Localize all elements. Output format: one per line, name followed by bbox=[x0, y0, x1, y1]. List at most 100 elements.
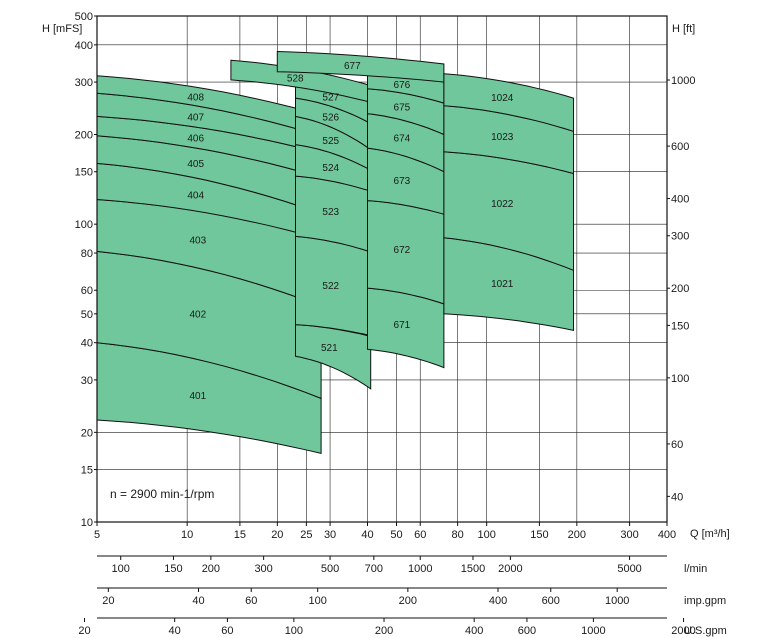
y-right-tick-label: 40 bbox=[671, 491, 683, 503]
secondary-axes: 100 150 200 300 500 700 1000 1500 2000 5000 l/min 2… bbox=[78, 555, 727, 637]
secondary-tick-label: 2000 bbox=[498, 563, 522, 575]
zone-label-408: 408 bbox=[187, 92, 204, 103]
secondary-axis-unit: imp.gpm bbox=[684, 595, 726, 607]
secondary-tick-label: 100 bbox=[112, 563, 130, 575]
secondary-tick-label: 60 bbox=[245, 595, 257, 607]
secondary-tick-label: 1500 bbox=[461, 563, 485, 575]
right-axis-label: H [ft] bbox=[672, 23, 695, 35]
zone-label-524: 524 bbox=[322, 163, 339, 174]
x-tick-label: 10 bbox=[181, 529, 193, 541]
zone-label-522: 522 bbox=[322, 281, 339, 292]
x-tick-label: 25 bbox=[300, 529, 312, 541]
secondary-tick-label: 200 bbox=[202, 563, 220, 575]
zone-label-675: 675 bbox=[394, 102, 411, 113]
y-left-tick-label: 20 bbox=[81, 427, 93, 439]
zone-label-521: 521 bbox=[321, 343, 338, 354]
secondary-tick-label: 40 bbox=[169, 625, 181, 637]
x-tick-label: 15 bbox=[234, 529, 246, 541]
secondary-tick-label: 1000 bbox=[408, 563, 432, 575]
x-tick-label: 150 bbox=[530, 529, 548, 541]
x-tick-label: 20 bbox=[271, 529, 283, 541]
y-right-tick-label: 60 bbox=[671, 439, 683, 451]
zone-label-405: 405 bbox=[187, 159, 204, 170]
y-right-tick-label: 300 bbox=[671, 231, 689, 243]
zones-layer bbox=[96, 50, 574, 455]
zone-label-528: 528 bbox=[287, 74, 304, 85]
secondary-tick-label: 20 bbox=[102, 595, 114, 607]
zone-label-403: 403 bbox=[189, 236, 206, 247]
x-tick-label: 40 bbox=[361, 529, 373, 541]
y-left-tick-label: 15 bbox=[81, 465, 93, 477]
zone-label-402: 402 bbox=[189, 310, 206, 321]
secondary-tick-label: 700 bbox=[365, 563, 383, 575]
y-left-tick-label: 30 bbox=[81, 375, 93, 387]
secondary-axis-unit: l/min bbox=[684, 563, 707, 575]
secondary-tick-label: 600 bbox=[542, 595, 560, 607]
y-right-tick-label: 200 bbox=[671, 283, 689, 295]
secondary-tick-label: 100 bbox=[309, 595, 327, 607]
secondary-tick-label: 200 bbox=[399, 595, 417, 607]
zone-label-674: 674 bbox=[394, 134, 411, 145]
y-left-tick-label: 10 bbox=[81, 517, 93, 529]
y-left-tick-label: 60 bbox=[81, 285, 93, 297]
x-tick-label: 200 bbox=[568, 529, 586, 541]
y-left-tick-label: 40 bbox=[81, 338, 93, 350]
zone-label-1023: 1023 bbox=[491, 132, 514, 143]
plot-frame bbox=[96, 15, 668, 523]
y-left-tick-label: 400 bbox=[75, 40, 93, 52]
y-left-tick-label: 80 bbox=[81, 248, 93, 260]
y-right-tick-label: 400 bbox=[671, 194, 689, 206]
zone-label-1021: 1021 bbox=[491, 279, 514, 290]
y-right-tick-label: 1000 bbox=[671, 75, 695, 87]
x-axis-label: Q [m³/h] bbox=[690, 528, 730, 540]
x-tick-label: 100 bbox=[477, 529, 495, 541]
secondary-tick-label: 40 bbox=[192, 595, 204, 607]
zone-label-406: 406 bbox=[187, 134, 204, 145]
secondary-tick-label: 1000 bbox=[605, 595, 629, 607]
y-left-tick-label: 300 bbox=[75, 77, 93, 89]
secondary-tick-label: 60 bbox=[221, 625, 233, 637]
left-axis-label: H [mFS] bbox=[42, 23, 82, 35]
speed-note: n = 2900 min-1/rpm bbox=[110, 487, 214, 501]
y-left-tick-label: 50 bbox=[81, 309, 93, 321]
zone-label-676: 676 bbox=[394, 80, 411, 91]
x-tick-label: 30 bbox=[324, 529, 336, 541]
x-tick-label: 80 bbox=[452, 529, 464, 541]
zone-label-672: 672 bbox=[394, 245, 411, 256]
secondary-tick-label: 5000 bbox=[617, 563, 641, 575]
zone-label-1022: 1022 bbox=[491, 199, 514, 210]
zone-label-526: 526 bbox=[322, 113, 339, 124]
x-tick-label: 300 bbox=[620, 529, 638, 541]
secondary-tick-label: 200 bbox=[375, 625, 393, 637]
secondary-tick-label: 2000 bbox=[671, 625, 695, 637]
x-tick-label: 400 bbox=[658, 529, 676, 541]
secondary-axis-unit: U.S.gpm bbox=[684, 625, 727, 637]
x-tick-label: 50 bbox=[390, 529, 402, 541]
y-left-tick-label: 100 bbox=[75, 219, 93, 231]
zone-label-404: 404 bbox=[187, 191, 204, 202]
y-right-tick-label: 150 bbox=[671, 320, 689, 332]
zone-label-527: 527 bbox=[322, 93, 339, 104]
zone-1024 bbox=[443, 73, 574, 132]
secondary-tick-label: 1000 bbox=[581, 625, 605, 637]
zone-label-673: 673 bbox=[394, 176, 411, 187]
zone-label-523: 523 bbox=[322, 207, 339, 218]
y-left-tick-label: 150 bbox=[75, 167, 93, 179]
secondary-tick-label: 20 bbox=[78, 625, 90, 637]
zone-label-407: 407 bbox=[187, 112, 204, 123]
secondary-tick-label: 100 bbox=[285, 625, 303, 637]
secondary-tick-label: 150 bbox=[164, 563, 182, 575]
axis-ticks: 5 10 15 20 25 30 40 50 60 80 100 150 200 300 400101520… bbox=[75, 11, 696, 541]
secondary-tick-label: 600 bbox=[518, 625, 536, 637]
x-tick-label: 60 bbox=[414, 529, 426, 541]
zone-labels: 401 402 403 404 405 406 407 408 521 522 523 524 525 5… bbox=[187, 61, 513, 402]
secondary-tick-label: 500 bbox=[321, 563, 339, 575]
x-tick-label: 5 bbox=[94, 529, 100, 541]
secondary-tick-label: 400 bbox=[489, 595, 507, 607]
y-right-tick-label: 600 bbox=[671, 141, 689, 153]
zone-label-671: 671 bbox=[394, 320, 411, 331]
y-left-tick-label: 200 bbox=[75, 130, 93, 142]
secondary-tick-label: 300 bbox=[254, 563, 272, 575]
zone-label-525: 525 bbox=[322, 136, 339, 147]
